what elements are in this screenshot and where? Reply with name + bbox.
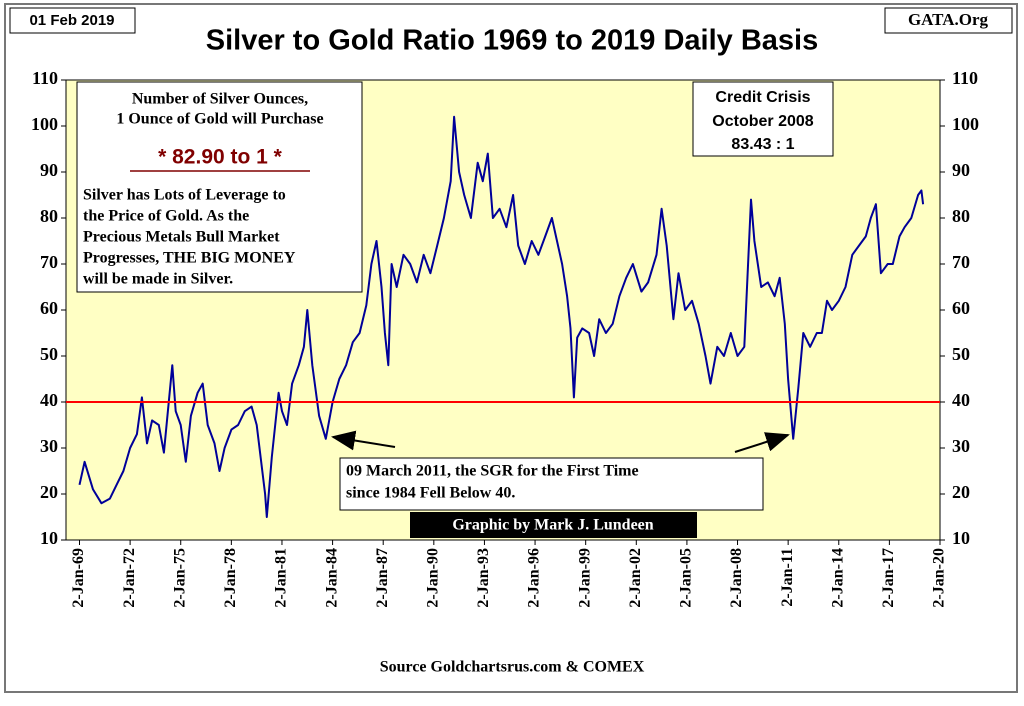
y-tick-label: 90 bbox=[40, 160, 58, 180]
y2-tick-label: 80 bbox=[952, 206, 970, 226]
chart-title: Silver to Gold Ratio 1969 to 2019 Daily … bbox=[206, 25, 818, 57]
info-heading: 1 Ounce of Gold will Purchase bbox=[116, 111, 323, 128]
y-tick-label: 70 bbox=[40, 252, 58, 272]
y-tick-label: 10 bbox=[40, 528, 58, 548]
y-tick-label: 20 bbox=[40, 482, 58, 502]
annotation-text: since 1984 Fell Below 40. bbox=[346, 485, 515, 502]
x-tick-label: 2-Jan-99 bbox=[576, 548, 593, 608]
x-tick-label: 2-Jan-96 bbox=[526, 548, 543, 608]
y-tick-label: 60 bbox=[40, 298, 58, 318]
y2-tick-label: 20 bbox=[952, 482, 970, 502]
date-label: 01 Feb 2019 bbox=[29, 12, 114, 29]
crisis-text: October 2008 bbox=[712, 113, 813, 130]
x-tick-label: 2-Jan-08 bbox=[728, 548, 745, 608]
x-tick-label: 2-Jan-72 bbox=[121, 548, 138, 608]
x-tick-label: 2-Jan-90 bbox=[424, 548, 441, 608]
date-box bbox=[9, 7, 136, 34]
info-text: Progresses, THE BIG MONEY bbox=[83, 250, 296, 267]
y-tick-label: 40 bbox=[40, 390, 58, 410]
credit-label: Graphic by Mark J. Lundeen bbox=[452, 517, 653, 534]
data-line bbox=[78, 115, 925, 518]
arrow bbox=[734, 432, 790, 453]
credit-box bbox=[410, 512, 697, 538]
y2-tick-label: 40 bbox=[952, 390, 970, 410]
site-label: GATA.Org bbox=[908, 10, 989, 29]
x-tick-label: 2-Jan-75 bbox=[171, 548, 188, 608]
y-tick-label: 50 bbox=[40, 344, 58, 364]
x-tick-label: 2-Jan-84 bbox=[323, 548, 340, 608]
x-tick-label: 2-Jan-02 bbox=[627, 548, 644, 608]
y-tick-label: 30 bbox=[40, 436, 58, 456]
plot-layer bbox=[66, 115, 940, 518]
annotation-text: 09 March 2011, the SGR for the First Tim… bbox=[346, 463, 639, 480]
x-tick-label: 2-Jan-69 bbox=[70, 548, 87, 608]
info-text: Silver has Lots of Leverage to bbox=[83, 187, 286, 204]
y2-tick-label: 110 bbox=[952, 68, 978, 88]
crisis-box bbox=[692, 81, 834, 157]
x-tick-label: 2-Jan-81 bbox=[273, 548, 290, 608]
info-heading: Number of Silver Ounces, bbox=[132, 91, 308, 108]
source-label: Source Goldchartsrus.com & COMEX bbox=[380, 659, 645, 676]
y2-tick-label: 100 bbox=[952, 114, 979, 134]
crisis-text: 83.43 : 1 bbox=[731, 136, 794, 153]
x-tick-label: 2-Jan-87 bbox=[374, 548, 391, 608]
arrow bbox=[331, 430, 396, 451]
x-tick-label: 2-Jan-17 bbox=[880, 548, 897, 608]
y2-tick-label: 10 bbox=[952, 528, 970, 548]
y-tick-label: 80 bbox=[40, 206, 58, 226]
x-tick-label: 2-Jan-78 bbox=[222, 548, 239, 608]
crisis-text: Credit Crisis bbox=[715, 89, 810, 106]
info-text: Precious Metals Bull Market bbox=[83, 229, 280, 246]
x-tick-label: 2-Jan-05 bbox=[678, 548, 695, 608]
site-box bbox=[884, 7, 1013, 34]
info-box bbox=[76, 81, 363, 293]
y-tick-label: 110 bbox=[32, 68, 58, 88]
y2-tick-label: 90 bbox=[952, 160, 970, 180]
annotation-box bbox=[339, 457, 764, 511]
x-tick-label: 2-Jan-93 bbox=[475, 548, 492, 608]
info-text: the Price of Gold. As the bbox=[83, 208, 249, 225]
y2-tick-label: 70 bbox=[952, 252, 970, 272]
info-text: will be made in Silver. bbox=[83, 271, 233, 288]
x-tick-label: 2-Jan-14 bbox=[829, 548, 846, 608]
y2-tick-label: 50 bbox=[952, 344, 970, 364]
x-tick-label: 2-Jan-11 bbox=[779, 548, 796, 607]
ratio-label: * 82.90 to 1 * bbox=[158, 146, 283, 169]
x-tick-label: 2-Jan-20 bbox=[931, 548, 948, 608]
y-tick-label: 100 bbox=[31, 114, 58, 134]
y2-tick-label: 30 bbox=[952, 436, 970, 456]
y2-tick-label: 60 bbox=[952, 298, 970, 318]
